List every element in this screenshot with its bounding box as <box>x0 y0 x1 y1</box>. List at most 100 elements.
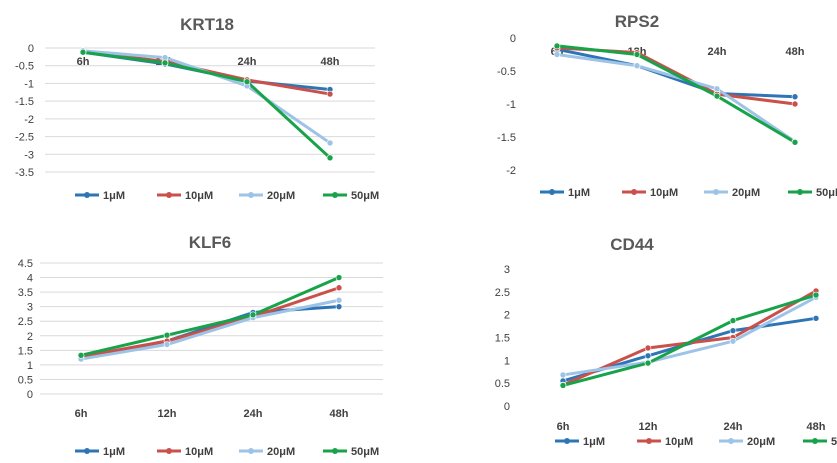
data-point <box>553 42 561 50</box>
data-point <box>644 344 652 352</box>
legend-label: 50μM <box>351 190 379 202</box>
data-point <box>335 296 343 304</box>
legend-label: 1μM <box>103 190 125 202</box>
legend-label: 20μM <box>747 436 775 448</box>
legend-marker <box>84 448 90 454</box>
y-tick-label: 2 <box>27 331 33 343</box>
data-point <box>729 317 737 324</box>
series-line <box>80 286 340 359</box>
series-line <box>562 293 817 387</box>
series-line <box>80 276 340 357</box>
legend-label: 50μM <box>816 187 837 199</box>
y-tick-label: 0.5 <box>495 378 510 390</box>
x-tick-label: 24h <box>244 408 263 420</box>
series-line <box>562 316 817 383</box>
y-tick-label: 1 <box>27 360 33 372</box>
data-point <box>812 291 820 299</box>
legend-label: 1μM <box>568 187 590 199</box>
legend-marker <box>728 438 734 444</box>
series-line <box>556 44 796 144</box>
legend-marker <box>332 192 338 198</box>
x-tick-label: 6h <box>557 421 570 433</box>
data-point <box>633 62 641 70</box>
y-tick-label: 0 <box>510 33 516 45</box>
chart-title: KLF6 <box>189 233 232 252</box>
data-point <box>335 284 343 292</box>
y-tick-label: 3 <box>27 302 33 314</box>
data-point <box>326 139 334 147</box>
x-tick-label: 12h <box>158 408 177 420</box>
data-point <box>644 352 652 360</box>
chart-klf6-svg: KLF6 0 0.5 1 1.5 2 2.5 3 3.5 4 4.5 6h 12h 24h 48h 1μM 10… <box>18 233 383 458</box>
x-tick-label: 48h <box>807 421 826 433</box>
x-tick-label: 12h <box>639 421 658 433</box>
y-tick-label: -2 <box>506 165 516 177</box>
data-point <box>335 274 343 281</box>
y-tick-label: 0 <box>27 389 33 401</box>
data-point <box>326 90 334 98</box>
series-line <box>82 49 331 145</box>
y-tick-label: -0.5 <box>497 66 516 78</box>
series-line <box>562 295 817 377</box>
data-point <box>243 78 251 85</box>
legend-label: 1μM <box>103 446 125 458</box>
legend-marker <box>332 448 338 454</box>
y-tick-label: 0.5 <box>18 374 33 386</box>
legend-marker <box>248 448 254 454</box>
data-point <box>335 303 343 310</box>
y-tick-label: -1.5 <box>15 96 34 108</box>
y-tick-label: -1.5 <box>497 132 516 144</box>
y-tick-label: 0 <box>28 43 34 55</box>
legend-label: 50μM <box>831 436 837 448</box>
legend-marker <box>564 438 570 444</box>
chart-title: CD44 <box>610 235 654 254</box>
chart-krt18-svg: KRT180-0.5-1-1.5-2-2.5-3-3.56h12h24h48h1… <box>15 15 379 202</box>
chart-krt18: KRT180-0.5-1-1.5-2-2.5-3-3.56h12h24h48h1… <box>0 0 420 231</box>
y-tick-label: 3.5 <box>18 287 33 299</box>
y-tick-label: 1 <box>504 355 510 367</box>
y-tick-label: 2.5 <box>495 287 510 299</box>
series-line <box>80 298 340 361</box>
data-point <box>79 48 87 56</box>
data-point <box>163 331 171 339</box>
series-line <box>82 50 332 159</box>
y-tick-label: 0 <box>504 401 510 413</box>
x-tick-label: 24h <box>724 421 743 433</box>
legend-marker <box>797 189 803 195</box>
data-point <box>633 51 641 58</box>
x-tick-label: 48h <box>321 56 340 68</box>
data-point <box>161 59 169 67</box>
y-tick-label: -2.5 <box>15 132 34 144</box>
y-tick-label: 1.5 <box>18 345 33 357</box>
data-point <box>559 371 567 379</box>
y-tick-label: -3.5 <box>15 167 34 179</box>
legend-marker <box>166 192 172 198</box>
y-tick-label: 3 <box>504 264 510 276</box>
legend-marker <box>631 189 637 195</box>
x-tick-label: 6h <box>77 56 90 68</box>
chart-cd44: CD44 0 0.5 1 1.5 2 2.5 3 6h 12h 24h 48h 1μM 10μM 20μM 5… <box>420 231 837 463</box>
data-point <box>553 51 561 58</box>
data-point <box>326 154 334 162</box>
legend-marker <box>812 438 818 444</box>
x-tick-label: 48h <box>786 46 805 58</box>
data-point <box>791 100 799 108</box>
x-tick-label: 24h <box>238 56 257 68</box>
legend-marker <box>549 189 555 195</box>
y-tick-label: -3 <box>24 149 34 161</box>
y-tick-label: 2.5 <box>18 316 33 328</box>
y-tick-label: 4.5 <box>18 258 33 270</box>
y-tick-label: -2 <box>24 114 34 126</box>
y-tick-label: 1.5 <box>495 333 510 345</box>
chart-rps2: RPS20-0.5-1-1.5-26h12h24h48h1μM10μM20μM5… <box>420 0 837 231</box>
data-point <box>644 359 652 367</box>
legend-marker <box>646 438 652 444</box>
chart-cd44-svg: CD44 0 0.5 1 1.5 2 2.5 3 6h 12h 24h 48h 1μM 10μM 20μM 5… <box>495 235 837 448</box>
legend-label: 1μM <box>583 436 605 448</box>
legend-label: 10μM <box>185 190 213 202</box>
data-point <box>713 92 721 100</box>
legend-marker <box>713 189 719 195</box>
data-point <box>249 311 257 319</box>
data-point <box>812 315 820 322</box>
legend-label: 10μM <box>650 187 678 199</box>
